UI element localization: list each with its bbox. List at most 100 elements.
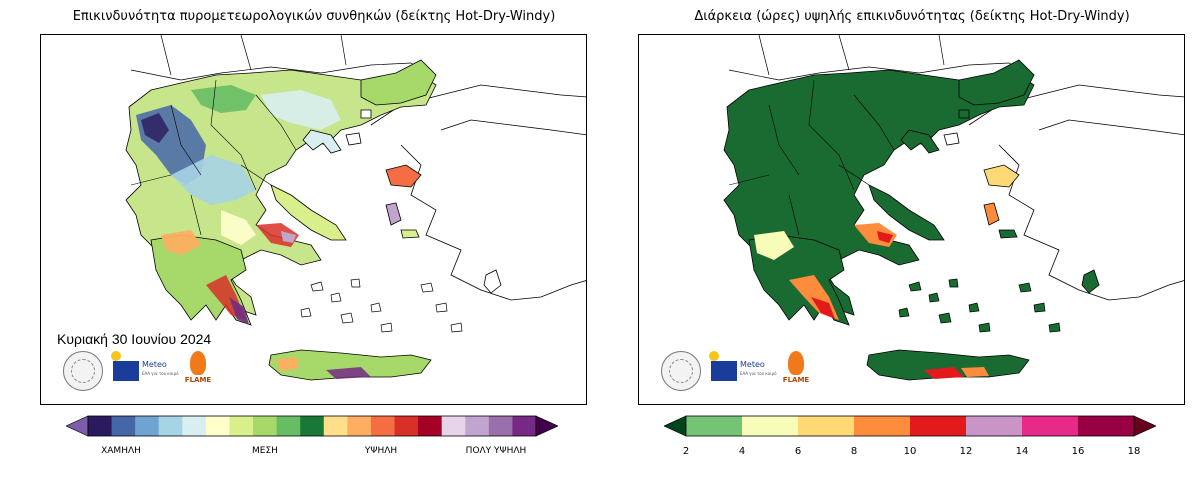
- left-map-panel[interactable]: Κυριακή 30 Ιουνίου 2024 Meteo ΕΑΑ για το…: [40, 34, 587, 405]
- crete-orange: [961, 367, 989, 377]
- left-colorbar: ΧΑΜΗΛΗ ΜΕΣΗ ΥΨΗΛΗ ΠΟΛΥ ΥΨΗΛΗ: [66, 415, 558, 475]
- left-colorbar-swatch: [111, 416, 136, 436]
- attica-red: [877, 231, 893, 243]
- right-map-panel[interactable]: Meteo ΕΑΑ για τον καιρό FLAME: [638, 34, 1185, 405]
- right-map-title: Διάρκεια (ώρες) υψηλής επικινδυνότητας (…: [694, 9, 1130, 24]
- meteo-m-icon: [711, 361, 737, 381]
- thasos: [360, 109, 372, 119]
- label-very-high: ΠΟΛΥ ΥΨΗΛΗ: [465, 446, 527, 456]
- left-colorbar-swatch: [135, 416, 160, 436]
- left-colorbar-swatch: [300, 416, 325, 436]
- chios: [983, 202, 1000, 226]
- left-colorbar-swatch: [441, 416, 466, 436]
- cyclades: [300, 278, 393, 333]
- left-greece-map: [125, 35, 586, 381]
- balkan-border: [728, 35, 1030, 81]
- orange-zone-pelop: [161, 230, 201, 255]
- left-colorbar-swatch: [370, 416, 396, 436]
- balkan-border: [130, 35, 432, 81]
- rhodes: [483, 269, 502, 294]
- left-colorbar-swatch: [465, 416, 490, 436]
- thrace: [958, 59, 1035, 106]
- lemnos: [345, 132, 362, 146]
- left-colorbar-over-arrow: [535, 415, 558, 437]
- left-colorbar-swatch: [418, 416, 443, 436]
- university-seal-logo: [63, 351, 103, 391]
- right-colorbar-tick-label: 16: [1071, 446, 1085, 457]
- dodecanese: [1018, 282, 1061, 333]
- label-high: ΥΨΗΛΗ: [364, 446, 398, 456]
- crete-orange: [276, 357, 299, 371]
- flame-icon: [788, 351, 804, 375]
- left-colorbar-swatch: [88, 416, 113, 436]
- right-colorbar-tick-label: 4: [738, 446, 746, 457]
- cyclades: [898, 278, 991, 333]
- left-logos: Meteo ΕΑΑ για τον καιρό FLAME: [63, 351, 243, 401]
- lesvos: [385, 164, 422, 188]
- halkidiki: [900, 129, 940, 154]
- chios: [385, 202, 402, 226]
- dodecanese: [420, 282, 463, 333]
- thasos: [958, 109, 970, 119]
- purple-zone-pelop: [229, 297, 249, 325]
- halkidiki: [302, 129, 342, 154]
- right-colorbar-swatch: [910, 416, 967, 436]
- sun-icon: [709, 351, 719, 361]
- left-colorbar-under-arrow: [66, 415, 89, 437]
- crete: [866, 349, 1030, 381]
- right-colorbar-swatch: [1078, 416, 1135, 436]
- crete-purple: [326, 367, 371, 379]
- darkblue-core: [141, 113, 169, 143]
- right-colorbar-swatches: [664, 415, 1156, 437]
- lightblue-zone-north: [261, 90, 341, 130]
- right-logos: Meteo ΕΑΑ για τον καιρό FLAME: [661, 351, 841, 401]
- left-colorbar-swatch: [276, 416, 301, 436]
- label-low: ΧΑΜΗΛΗ: [101, 446, 141, 456]
- lesvos: [983, 164, 1020, 188]
- evia-island: [270, 184, 347, 241]
- left-map-title: Επικινδυνότητα πυρομετεωρολογικών συνθηκ…: [72, 9, 556, 24]
- meteo-label: Meteo: [740, 360, 765, 369]
- evia-island: [868, 184, 945, 241]
- meteo-m-icon: [113, 361, 139, 381]
- regional-borders: [728, 79, 895, 236]
- meteo-logo: Meteo ΕΑΑ για τον καιρό: [709, 351, 777, 391]
- right-colorbar-tick-label: 12: [959, 446, 973, 457]
- left-colorbar-swatch: [253, 416, 278, 436]
- right-colorbar-swatch: [854, 416, 911, 436]
- right-colorbar-border: [685, 415, 1135, 437]
- attica-purple: [281, 231, 296, 243]
- left-colorbar-swatch: [205, 416, 230, 436]
- university-seal-logo: [661, 351, 701, 391]
- left-colorbar-swatch: [394, 416, 419, 436]
- flame-logo: FLAME: [181, 351, 215, 391]
- flame-logo: FLAME: [779, 351, 813, 391]
- left-colorbar-swatch: [347, 416, 372, 436]
- lemnos: [943, 132, 960, 146]
- turkey-coastline: [370, 84, 586, 301]
- green-zone: [191, 85, 256, 113]
- crete-red: [924, 367, 964, 379]
- meteo-logo: Meteo ΕΑΑ για τον καιρό: [111, 351, 179, 391]
- right-colorbar-tick-label: 14: [1015, 446, 1029, 457]
- rhodes: [1081, 269, 1100, 294]
- lightblue-zone: [171, 155, 256, 205]
- regional-borders: [130, 79, 297, 236]
- right-colorbar-tick-label: 6: [794, 446, 802, 457]
- crete: [268, 349, 432, 381]
- forecast-date: Κυριακή 30 Ιουνίου 2024: [57, 331, 212, 347]
- yellow-zone: [221, 210, 256, 245]
- left-colorbar-swatches: [66, 415, 558, 437]
- right-colorbar-under-arrow: [664, 415, 687, 437]
- pelop-red-zone: [811, 297, 835, 319]
- left-colorbar-border: [87, 415, 537, 437]
- meteo-label: Meteo: [142, 360, 167, 369]
- left-colorbar-swatch: [488, 416, 513, 436]
- right-colorbar-swatch: [798, 416, 855, 436]
- pelop-yellow-zone: [754, 231, 794, 260]
- thrace: [360, 59, 437, 106]
- samos: [400, 229, 420, 239]
- right-colorbar-tick-label: 8: [850, 446, 858, 457]
- label-medium: ΜΕΣΗ: [252, 446, 278, 456]
- flame-icon: [190, 351, 206, 375]
